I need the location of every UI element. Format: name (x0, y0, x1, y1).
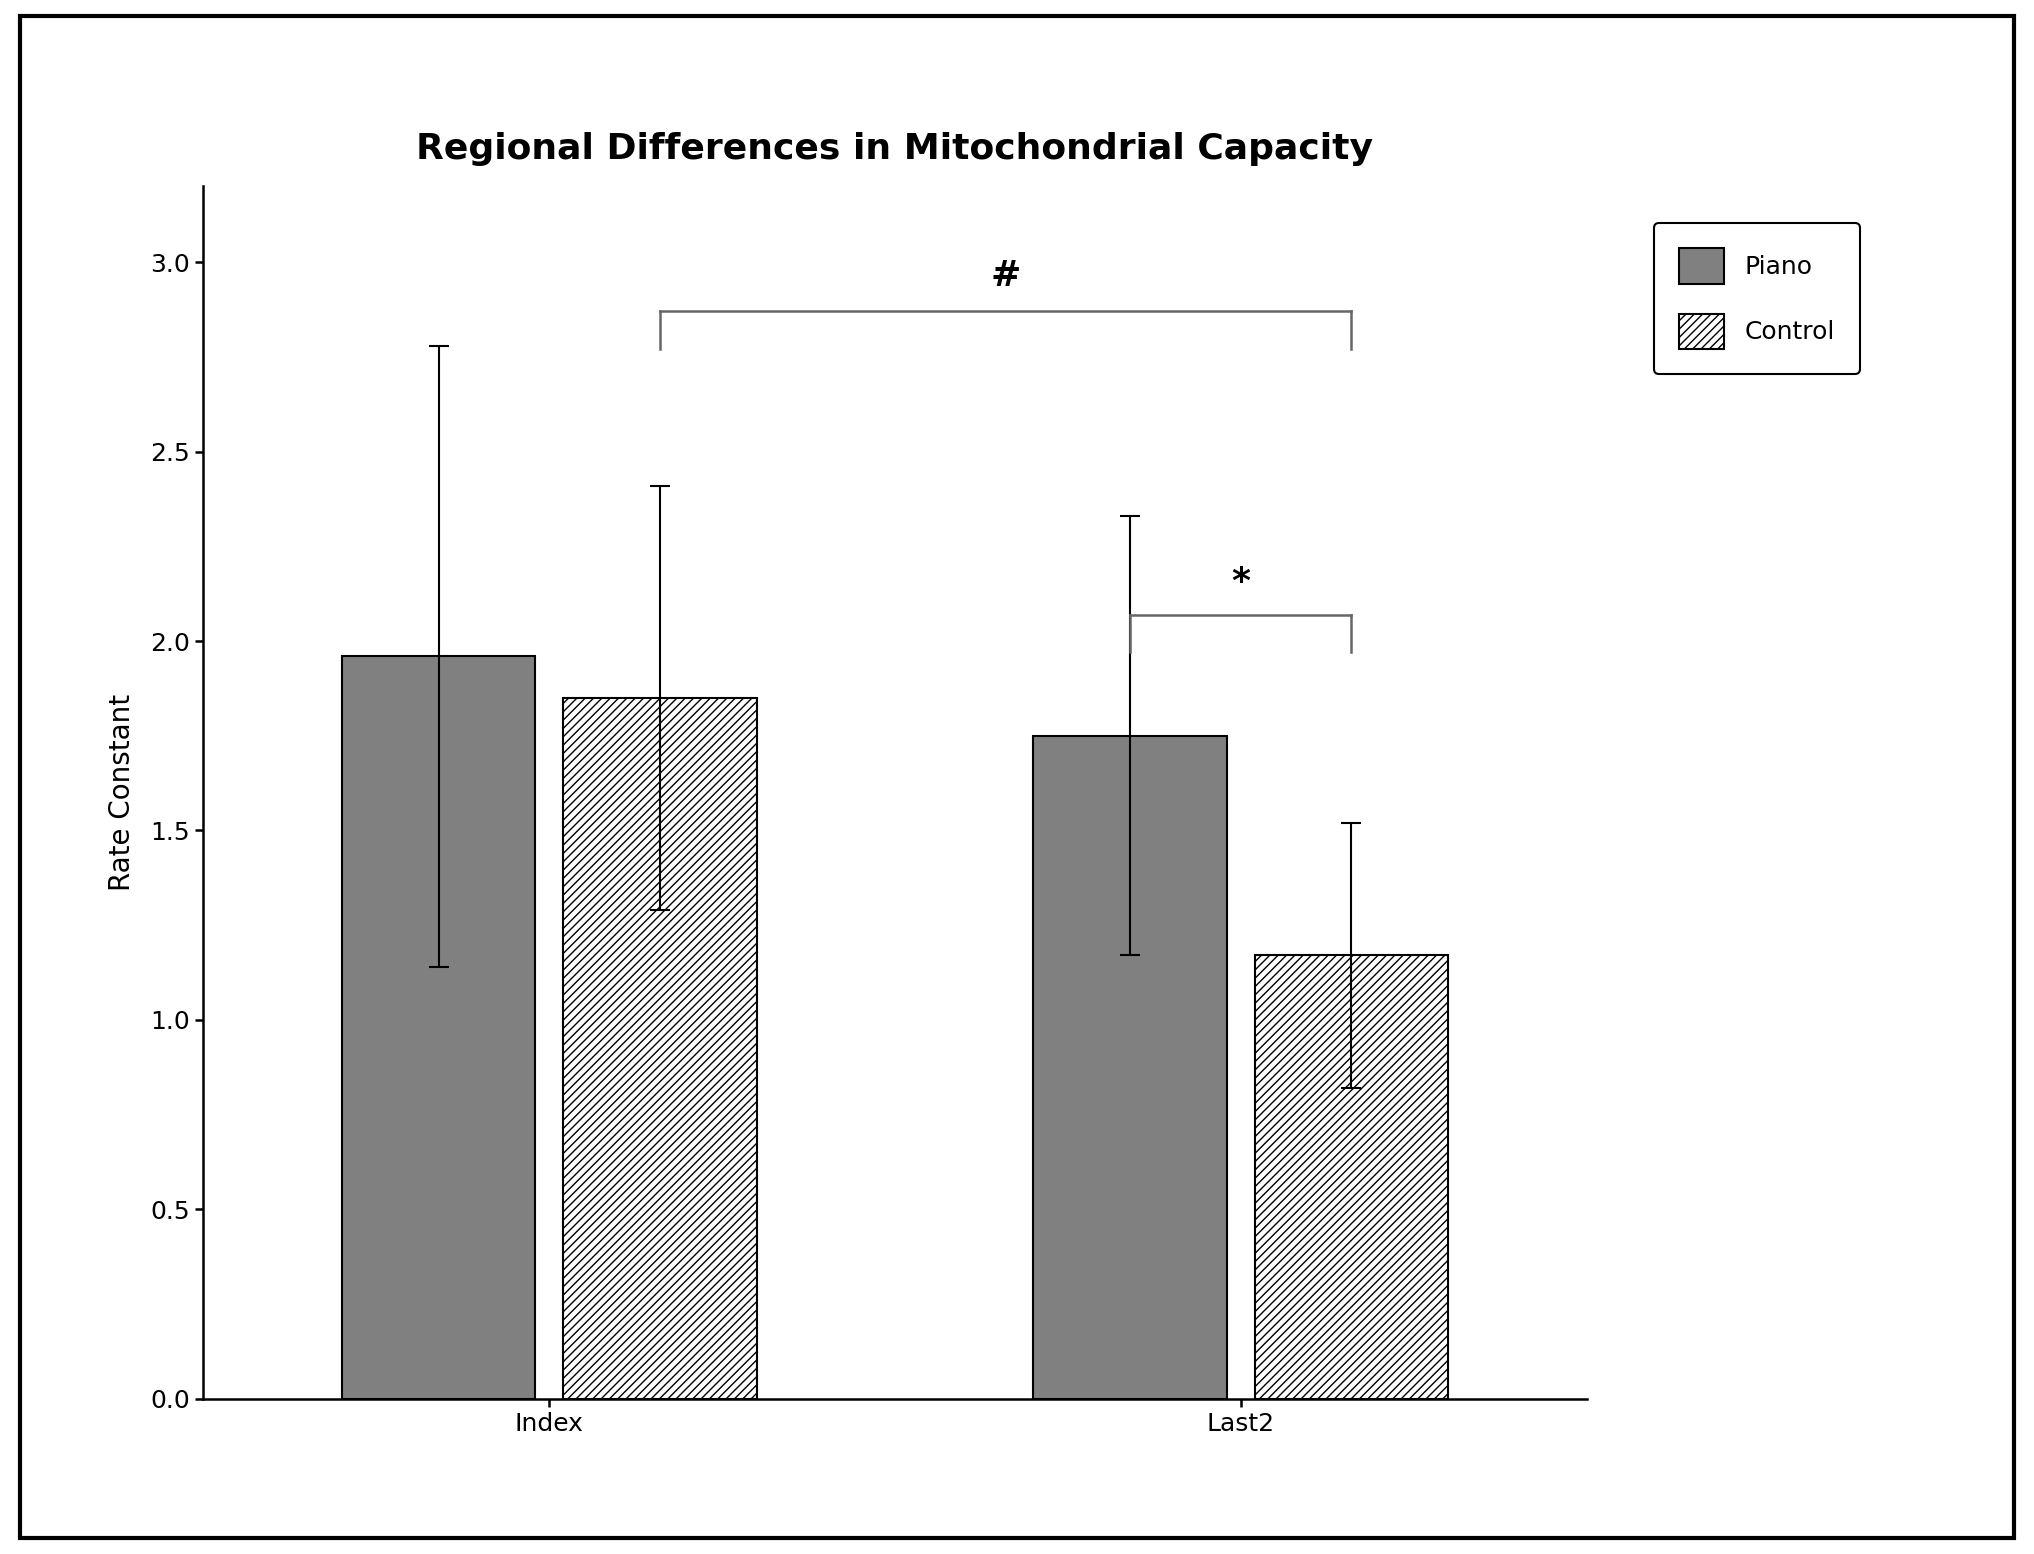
Y-axis label: Rate Constant: Rate Constant (108, 695, 136, 890)
Bar (1255, 956, 1448, 1399)
Bar (563, 698, 757, 1399)
Text: #: # (991, 258, 1021, 292)
Text: *: * (1231, 566, 1251, 600)
Bar (1033, 735, 1227, 1399)
Legend: Piano, Control: Piano, Control (1654, 224, 1859, 375)
Bar (342, 656, 535, 1399)
Title: Regional Differences in Mitochondrial Capacity: Regional Differences in Mitochondrial Ca… (417, 132, 1373, 166)
